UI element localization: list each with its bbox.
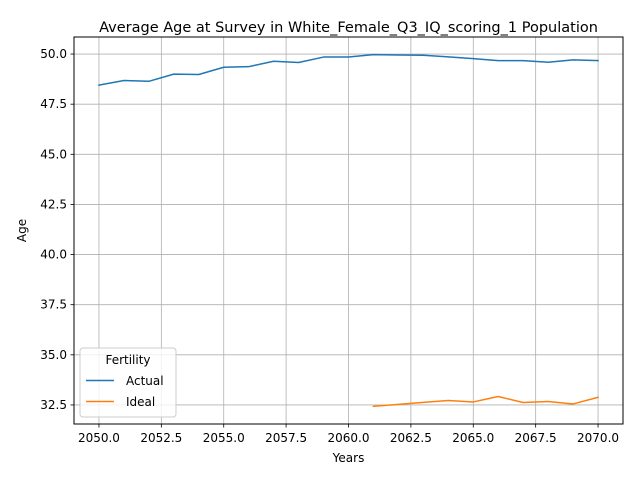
y-tick-label: 32.5 [40,398,67,412]
series-line-actual [98,53,599,86]
y-tick-label: 50.0 [40,47,67,61]
series-lines [98,53,599,408]
legend-label-ideal: Ideal [126,395,155,409]
x-tick-label: 2062.5 [390,431,432,445]
x-tick-label: 2050.0 [78,431,120,445]
x-tick-label: 2052.5 [140,431,182,445]
y-axis-label: Age [15,219,29,242]
x-axis-ticks: 2050.0 2052.5 2055.0 2057.5 2060.0 2062.5 2065… [78,424,619,445]
y-tick-label: 35.0 [40,348,67,362]
x-tick-label: 2067.5 [515,431,557,445]
x-tick-label: 2055.0 [203,431,245,445]
x-tick-label: 2060.0 [328,431,370,445]
y-tick-label: 40.0 [40,248,67,262]
legend-box [79,347,177,418]
legend: Fertility Actual Ideal [79,347,177,418]
chart-title: Average Age at Survey in White_Female_Q3… [99,20,598,36]
x-tick-label: 2057.5 [265,431,307,445]
y-tick-label: 45.0 [40,147,67,161]
series-line-ideal [372,395,599,408]
y-tick-label: 42.5 [40,197,67,211]
y-tick-label: 37.5 [40,298,67,312]
grid [74,37,623,424]
x-axis-label: Years [332,451,365,465]
x-tick-label: 2070.0 [577,431,619,445]
legend-label-actual: Actual [126,374,164,388]
legend-title: Fertility [105,353,150,367]
y-tick-label: 47.5 [40,97,67,111]
y-axis-ticks: 32.5 35.0 37.5 40.0 42.5 45.0 47.5 50.0 [40,47,74,412]
x-tick-label: 2065.0 [452,431,494,445]
